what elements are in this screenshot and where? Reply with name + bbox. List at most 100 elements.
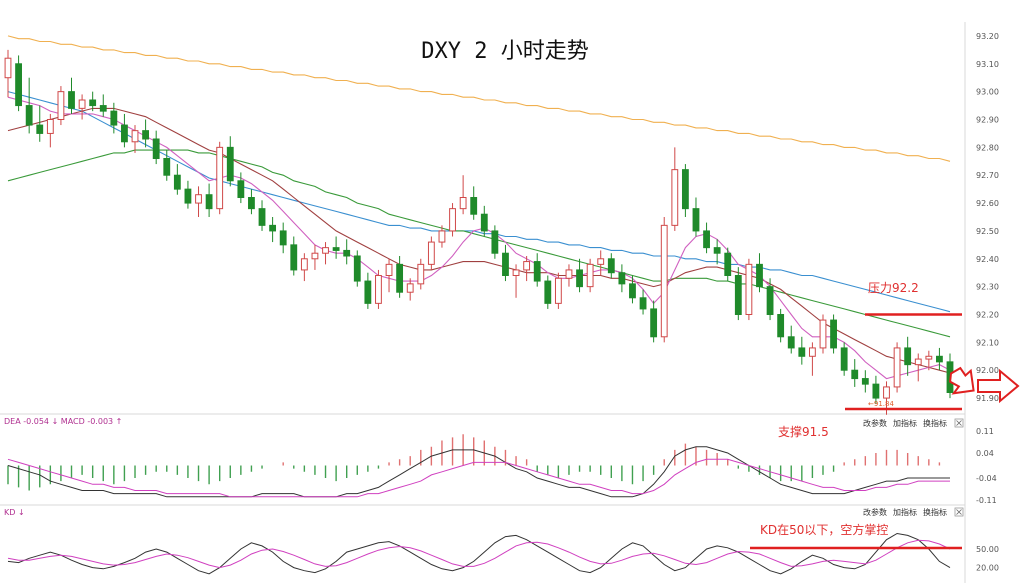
candle [89, 91, 97, 112]
kd-tick-label: 20.00 [976, 564, 999, 573]
kd-switch-indicator-button[interactable]: 换指标 [923, 507, 947, 517]
candle [586, 258, 594, 293]
kd-lines [7, 532, 951, 575]
candle [417, 258, 425, 290]
ma-line [7, 35, 951, 162]
candle [216, 141, 224, 215]
macd-close-icon[interactable] [954, 418, 964, 428]
price-tick-label: 92.90 [976, 116, 999, 125]
candle [290, 236, 298, 276]
candle [724, 247, 732, 282]
macd-tick-label: -0.04 [976, 474, 997, 483]
candle [36, 105, 44, 142]
candle [798, 336, 806, 365]
support-annotation: 支撑91.5 [778, 407, 962, 439]
macd-panel-buttons: 改参数 加指标 换指标 [863, 418, 964, 428]
candle [353, 250, 361, 287]
moving-averages [7, 35, 951, 380]
candle [300, 253, 308, 282]
candle [68, 77, 75, 114]
price-tick-label: 92.50 [976, 227, 999, 236]
macd-tick-label: 0.04 [976, 449, 994, 458]
macd-switch-indicator-button[interactable]: 换指标 [923, 418, 947, 428]
candle [25, 77, 33, 134]
price-tick-label: 92.30 [976, 283, 999, 292]
candle [205, 183, 213, 217]
candle [110, 102, 118, 134]
price-tick-label: 92.10 [976, 338, 999, 347]
candle [629, 275, 636, 304]
candle [544, 275, 552, 309]
macd-add-indicator-button[interactable]: 加指标 [893, 418, 917, 428]
candle [173, 164, 181, 195]
candle [787, 325, 795, 354]
candle [163, 150, 171, 181]
candle [258, 200, 266, 231]
macd-tick-label: -0.11 [976, 496, 997, 505]
candle [480, 205, 488, 237]
low-marker-label: ←91.84 [868, 400, 894, 408]
candle [385, 258, 393, 293]
price-axis: 93.20 93.10 93.00 92.90 92.80 92.70 92.60 92.50… [976, 32, 999, 403]
candle [512, 264, 520, 298]
candle [777, 308, 785, 343]
candle [703, 222, 710, 254]
down-right-arrow-icon [949, 366, 975, 395]
price-tick-label: 93.20 [976, 32, 999, 41]
kd-close-icon[interactable] [954, 507, 964, 517]
candle [459, 175, 467, 215]
candle [322, 242, 329, 265]
candle [396, 256, 404, 298]
candle [57, 86, 65, 126]
candle [438, 225, 446, 248]
candle [364, 272, 372, 309]
kd-panel: KD ↓ 改参数 加指标 换指标 50.00 20.00 KD在50以下，空方掌控 [4, 507, 999, 575]
candle [152, 130, 160, 165]
candle [142, 119, 150, 148]
candlesticks [4, 49, 954, 415]
candle [618, 264, 626, 293]
candle [576, 258, 583, 293]
price-tick-label: 93.00 [976, 88, 999, 97]
candle [237, 172, 245, 204]
candle [639, 289, 647, 315]
ma-line [7, 91, 951, 313]
candle [131, 125, 139, 153]
candle [808, 342, 816, 376]
ma-line [7, 149, 951, 338]
candle [851, 359, 859, 387]
kd-add-indicator-button[interactable]: 加指标 [893, 507, 917, 517]
candle [523, 256, 531, 282]
candle [15, 55, 22, 112]
resistance-label: 压力92.2 [868, 281, 919, 295]
kd-panel-label: KD ↓ [4, 508, 25, 517]
macd-tick-label: 0.11 [976, 427, 994, 436]
price-tick-label: 92.00 [976, 366, 999, 375]
kd-panel-buttons: 改参数 加指标 换指标 [863, 507, 964, 517]
candle [840, 342, 848, 376]
candle [565, 264, 573, 287]
kd-line [7, 532, 951, 575]
support-label: 支撑91.5 [778, 424, 829, 439]
macd-panel: DEA -0.054 ↓ MACD -0.003 ↑ 改参数 加指标 换指标 0… [4, 417, 997, 505]
candle [914, 353, 922, 382]
macd-histogram [7, 434, 941, 491]
price-tick-label: 92.60 [976, 199, 999, 208]
candle [449, 203, 456, 237]
macd-panel-label: DEA -0.054 ↓ MACD -0.003 ↑ [4, 417, 122, 426]
price-tick-label: 93.10 [976, 60, 999, 69]
candle [533, 253, 541, 287]
candle [279, 222, 287, 254]
resistance-annotation: 压力92.2 [865, 281, 962, 316]
price-tick-label: 92.70 [976, 171, 999, 180]
candle [904, 336, 912, 376]
kd-line [7, 539, 951, 569]
candle [671, 147, 679, 231]
macd-line [7, 446, 950, 498]
candle [893, 342, 901, 393]
candle [734, 267, 742, 321]
kd-change-params-button[interactable]: 改参数 [863, 507, 887, 517]
macd-change-params-button[interactable]: 改参数 [863, 418, 887, 428]
price-tick-label: 92.80 [976, 143, 999, 152]
